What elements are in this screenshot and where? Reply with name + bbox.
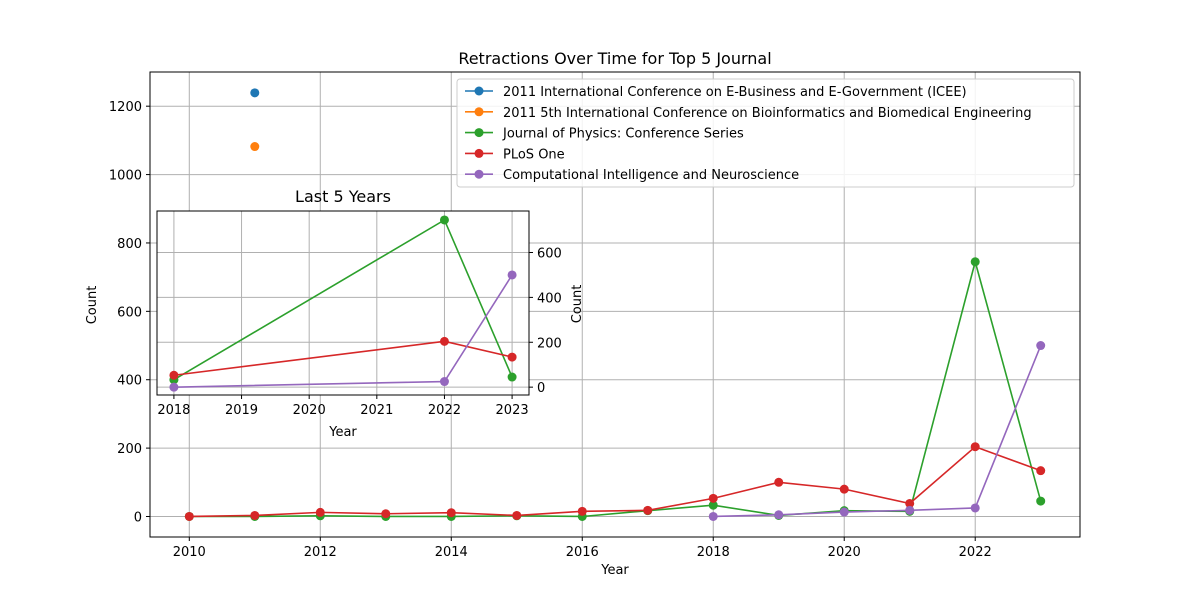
data-point-computational-intelligence-and-neuroscience xyxy=(708,511,718,521)
data-point-computational-intelligence-and-neuroscience xyxy=(839,507,849,517)
data-point-computational-intelligence-and-neuroscience xyxy=(169,382,179,392)
y-tick-label: 600 xyxy=(117,305,142,320)
data-point-plos-one xyxy=(643,505,653,515)
inset-grid xyxy=(157,211,529,395)
x-tick-label: 2022 xyxy=(959,545,992,560)
main-plot-frame xyxy=(149,71,1081,538)
x-tick-label: 2020 xyxy=(293,403,326,418)
main-title: Retractions Over Time for Top 5 Journal xyxy=(458,49,771,68)
data-point-2011-5th-international-conference-on-bioinformatics-and-biomedical-engineering xyxy=(250,142,260,152)
x-tick-label: 2020 xyxy=(828,545,861,560)
legend-box xyxy=(456,78,1075,188)
data-point-2011-international-conference-on-e-business-and-e-government-icee xyxy=(250,88,260,98)
data-point-journal-of-physics-conference-series xyxy=(970,257,980,267)
main-ticks: 2010 2012 2014 2016 2018 2020 2022 0 200 400 600 80… xyxy=(109,100,992,560)
data-point-plos-one xyxy=(905,498,915,508)
legend-entry-label: Journal of Physics: Conference Series xyxy=(502,127,744,142)
x-tick-label: 2016 xyxy=(566,545,599,560)
y-tick-label: 1200 xyxy=(109,100,142,115)
y-tick-label: 400 xyxy=(117,374,142,389)
data-point-plos-one xyxy=(169,370,179,380)
data-point-computational-intelligence-and-neuroscience xyxy=(507,270,517,280)
y-tick-label: 1000 xyxy=(109,169,142,184)
data-point-plos-one xyxy=(184,511,194,521)
data-point-plos-one xyxy=(774,477,784,487)
legend: 2011 International Conference on E-Busin… xyxy=(456,78,1075,188)
inset-background xyxy=(157,211,529,395)
inset-y-axis-label: Count xyxy=(570,285,585,324)
legend-marker-computational-intelligence-and-neuroscience xyxy=(474,169,484,179)
x-tick-label: 2023 xyxy=(496,403,529,418)
main-x-axis-label: Year xyxy=(600,563,629,578)
data-point-computational-intelligence-and-neuroscience xyxy=(439,377,449,387)
data-point-plos-one xyxy=(439,336,449,346)
data-point-computational-intelligence-and-neuroscience xyxy=(774,510,784,520)
x-tick-label: 2021 xyxy=(360,403,393,418)
inset-title: Last 5 Years xyxy=(295,187,391,206)
data-point-plos-one xyxy=(446,508,456,518)
legend-entry-label: PLoS One xyxy=(503,147,565,162)
y-tick-label: 800 xyxy=(117,237,142,252)
main-y-axis-label: Count xyxy=(85,286,100,325)
inset-ticks: 2018 2019 2020 2021 2022 2023 0 200 400 600 xyxy=(157,247,561,418)
data-point-journal-of-physics-conference-series xyxy=(1036,496,1046,506)
data-point-computational-intelligence-and-neuroscience xyxy=(970,503,980,513)
data-point-plos-one xyxy=(708,493,718,503)
data-point-plos-one xyxy=(507,352,517,362)
data-point-plos-one xyxy=(577,506,587,516)
x-tick-label: 2012 xyxy=(304,545,337,560)
y-tick-label: 0 xyxy=(134,510,142,525)
data-point-plos-one xyxy=(250,510,260,520)
data-point-computational-intelligence-and-neuroscience xyxy=(905,505,915,515)
data-point-journal-of-physics-conference-series xyxy=(439,215,449,225)
data-point-plos-one xyxy=(512,510,522,520)
y-tick-label: 0 xyxy=(537,381,545,396)
data-point-journal-of-physics-conference-series xyxy=(507,372,517,382)
series-line-computational-intelligence-and-neuroscience xyxy=(713,345,1042,518)
x-tick-label: 2018 xyxy=(697,545,730,560)
x-tick-label: 2018 xyxy=(157,403,190,418)
x-tick-label: 2022 xyxy=(428,403,461,418)
data-point-computational-intelligence-and-neuroscience xyxy=(1036,341,1046,351)
legend-entry-label: Computational Intelligence and Neuroscie… xyxy=(503,168,799,183)
legend-entry-label: 2011 5th International Conference on Bio… xyxy=(503,106,1032,121)
data-point-plos-one xyxy=(839,484,849,494)
legend-marker-2011-international-conference-on-e-business-and-e-government-icee xyxy=(474,86,484,96)
y-tick-label: 400 xyxy=(537,291,562,306)
inset-series xyxy=(169,215,517,392)
y-tick-label: 200 xyxy=(117,442,142,457)
legend-marker-journal-of-physics-conference-series xyxy=(474,128,484,138)
data-point-journal-of-physics-conference-series xyxy=(708,500,718,510)
x-tick-label: 2014 xyxy=(435,545,468,560)
y-tick-label: 200 xyxy=(537,336,562,351)
data-point-plos-one xyxy=(1036,466,1046,476)
series-line-plos-one xyxy=(189,445,1041,518)
legend-entry-label: 2011 International Conference on E-Busin… xyxy=(503,85,967,100)
inset-chart: 2018 2019 2020 2021 2022 2023 0 200 400 600 Last … xyxy=(156,187,585,440)
legend-marker-plos-one xyxy=(474,148,484,158)
x-tick-label: 2019 xyxy=(225,403,258,418)
x-tick-label: 2010 xyxy=(173,545,206,560)
legend-marker-2011-5th-international-conference-on-bioinformatics-and-biomedical-engineering xyxy=(474,107,484,117)
inset-plot-frame xyxy=(156,210,530,396)
inset-x-axis-label: Year xyxy=(328,425,357,440)
data-point-plos-one xyxy=(381,509,391,519)
data-point-plos-one xyxy=(315,507,325,517)
data-point-plos-one xyxy=(970,442,980,452)
y-tick-label: 600 xyxy=(537,247,562,262)
main-series xyxy=(184,88,1046,521)
